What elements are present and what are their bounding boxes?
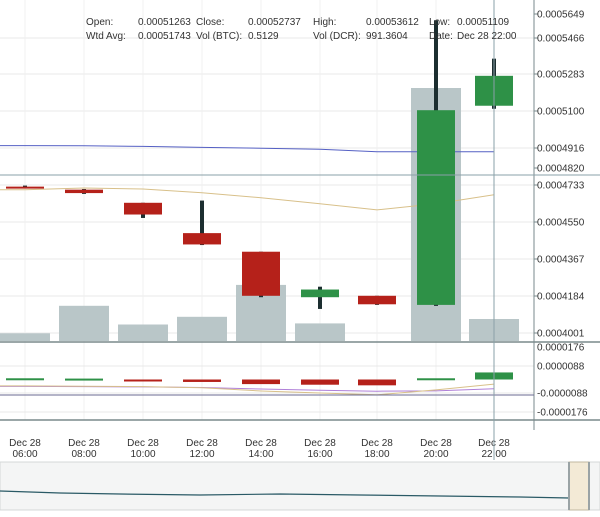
macd-histogram-bar [65,378,103,381]
macd-histogram-bar [358,379,396,386]
date-value: Dec 28 22:00 [457,31,517,42]
volume-bar [118,324,168,341]
navigator-background [0,461,600,511]
volume-bar [295,323,345,341]
x-tick-time-label: 10:00 [130,449,155,460]
high-value: 0.00053612 [366,17,419,28]
open-label: Open: [86,17,114,28]
y-tick-label: 0.0005649 [537,10,585,21]
x-tick-time-label: 06:00 [12,449,37,460]
y-tick-label: 0.0004820 [537,164,585,175]
date-label: Date: [429,31,453,42]
macd-panel [0,372,513,396]
navigator-line [0,490,570,499]
y-tick-label: 0.0004184 [537,292,585,303]
macd-histogram-bar [183,379,221,382]
vol-dcr-label: Vol (DCR): [313,31,361,42]
x-tick-date-label: Dec 28 [304,438,336,449]
macd-y-tick-label: 0.0000176 [537,343,585,354]
moving-average-lines [0,145,495,211]
y-tick-label: 0.0005100 [537,107,585,118]
x-tick-date-label: Dec 28 [127,438,159,449]
x-tick-time-label: 12:00 [189,449,214,460]
close-label: Close: [196,17,225,28]
wtd-avg-label: Wtd Avg: [86,31,126,42]
ohlc-info-panel: Open: 0.00051263 Close: 0.00052737 High:… [0,14,530,46]
macd-histogram-bar [6,378,44,381]
high-label: High: [313,17,337,28]
moving-average-line [0,187,495,211]
macd-histogram-bar [301,379,339,385]
y-tick-label: 0.0004001 [537,329,585,340]
candle-body[interactable] [183,233,221,245]
x-tick-time-label: 14:00 [248,449,273,460]
volume-bar [0,333,50,341]
macd-line [0,383,495,396]
candle-body[interactable] [358,295,396,305]
x-tick-date-label: Dec 28 [9,438,41,449]
navigator-window[interactable] [568,461,590,511]
x-tick-time-label: 20:00 [423,449,448,460]
crosshair [0,0,600,460]
x-tick-date-label: Dec 28 [186,438,218,449]
moving-average-line [0,145,494,153]
x-tick-date-label: Dec 28 [245,438,277,449]
candle-body[interactable] [242,251,280,296]
low-value: 0.00051109 [457,17,510,28]
vol-btc-label: Vol (BTC): [196,31,243,42]
x-tick-date-label: Dec 28 [68,438,100,449]
x-tick-time-label: 08:00 [71,449,96,460]
vol-btc-value: 0.5129 [248,31,279,42]
volume-bar [177,316,227,341]
y-tick-label: 0.0004550 [537,218,585,229]
low-label: Low: [429,17,451,28]
candle-body[interactable] [65,189,103,194]
candle-body[interactable] [301,289,339,298]
x-tick-date-label: Dec 28 [420,438,452,449]
macd-histogram-bar [242,379,280,385]
candle-body[interactable] [124,202,162,215]
macd-y-tick-label: -0.0000088 [537,389,588,400]
y-tick-label: 0.0004367 [537,255,585,266]
volume-bar [59,305,109,341]
macd-histogram-bar [124,379,162,382]
macd-y-tick-label: 0.0000088 [537,362,585,373]
x-tick-time-label: 18:00 [364,449,389,460]
x-tick-date-label: Dec 28 [361,438,393,449]
close-value: 0.00052737 [248,17,301,28]
candlesticks[interactable] [6,20,513,309]
macd-y-tick-label: -0.0000176 [537,408,588,419]
candle-body[interactable] [6,186,44,189]
x-tick-time-label: 16:00 [307,449,332,460]
y-tick-label: 0.0004733 [537,181,585,192]
y-tick-label: 0.0005466 [537,34,585,45]
y-tick-label: 0.0004916 [537,144,585,155]
y-tick-label: 0.0005283 [537,70,585,81]
vol-dcr-value: 991.3604 [366,31,408,42]
y-axis-labels: 0.0005649 0.0005466 0.0005283 0.0005100 0.00… [534,10,588,419]
macd-histogram-bar [417,378,455,381]
open-value: 0.00051263 [138,17,191,28]
navigator[interactable] [0,461,600,511]
candle-body[interactable] [417,110,455,305]
wtd-avg-value: 0.00051743 [138,31,191,42]
